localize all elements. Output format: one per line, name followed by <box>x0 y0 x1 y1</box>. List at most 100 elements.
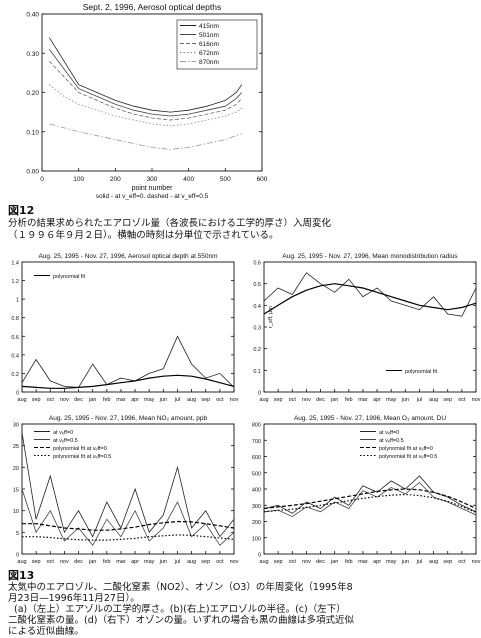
x-tick-label: sep <box>201 559 210 565</box>
x-tick-label: sep <box>274 559 283 565</box>
series-line-0 <box>48 37 243 113</box>
x-tick-label: jul <box>416 559 423 565</box>
x-tick-label: apr <box>373 397 381 403</box>
chart-aod-550: Aug. 25, 1995 - Nov. 27, 1996, Aerosol o… <box>11 253 238 403</box>
x-tick-label: 400 <box>183 176 194 183</box>
x-tick-label: dec <box>74 397 83 403</box>
y-tick-label: 0.6 <box>11 335 19 341</box>
y-tick-label: 0.30 <box>26 51 39 58</box>
x-tick-label: sep <box>32 397 41 403</box>
x-tick-label: aug <box>429 397 438 403</box>
y-tick-label: 0.00 <box>26 169 39 176</box>
y-tick-label: 400 <box>252 488 261 494</box>
x-tick-label: sep <box>201 397 210 403</box>
x-tick-label: mar <box>116 559 126 565</box>
y-tick-label: 700 <box>252 439 261 445</box>
legend-entry: 616nm <box>199 41 219 48</box>
y-tick-label: 1 <box>16 298 19 304</box>
y-tick-label: 5 <box>16 531 19 537</box>
y-tick-label: 30 <box>13 423 19 429</box>
chart-title: Aug. 25, 1995 - Nov. 27, 1996, Mean NO₂ … <box>49 415 208 422</box>
figure12-caption-line1: 分析の結果求められたエアロゾル量（各波長における工学的厚さ）入周変化 <box>8 218 332 229</box>
x-tick-label: may <box>386 397 397 403</box>
y-tick-label: 0.4 <box>253 304 261 310</box>
x-tick-label: dec <box>74 559 83 565</box>
x-tick-label: aug <box>259 397 268 403</box>
y-tick-label: 0 <box>16 391 19 397</box>
x-tick-label: 0 <box>40 176 44 183</box>
y-tick-label: 300 <box>252 504 261 510</box>
figure13-caption-line4: 二酸化窒素の量。(d)（右下）オゾンの量。いずれの場合も黒の曲線は多項式近似 <box>8 615 354 626</box>
y-tick-label: 0.3 <box>253 326 261 332</box>
x-tick-label: sep <box>32 559 41 565</box>
x-tick-label: jan <box>330 559 338 565</box>
series-line-3 <box>22 534 235 541</box>
figure13-caption-line5: による近似曲線。 <box>8 626 84 637</box>
y-tick-label: 0.10 <box>26 129 39 136</box>
x-tick-label: sep <box>443 397 452 403</box>
x-tick-label: jun <box>159 559 167 565</box>
series-line-0 <box>21 335 235 388</box>
x-tick-label: sep <box>443 559 452 565</box>
x-tick-label: sep <box>274 397 283 403</box>
x-tick-label: dec <box>316 397 325 403</box>
series-line-0 <box>263 475 477 514</box>
chart-title: Sept. 2, 1996, Aerosol optical depths <box>83 2 221 12</box>
y-tick-label: 0.2 <box>11 372 19 378</box>
x-tick-label: jul <box>174 559 181 565</box>
x-tick-label: nov <box>302 397 311 403</box>
legend-entry: 501nm <box>199 32 219 39</box>
series-line-3 <box>263 493 477 513</box>
legend-entry: polynomial fit <box>53 274 86 280</box>
y-tick-label: 100 <box>252 536 261 542</box>
legend-entry: polynomial fit <box>405 369 438 375</box>
legend-entry: 415nm <box>199 23 219 30</box>
x-tick-label: nov <box>60 397 69 403</box>
y-tick-label: 0 <box>258 553 261 559</box>
y-tick-label: 0.6 <box>253 261 261 267</box>
x-tick-label: nov <box>302 559 311 565</box>
x-tick-label: feb <box>345 397 353 403</box>
series-line-4 <box>49 123 242 150</box>
x-tick-label: jun <box>401 397 409 403</box>
y-tick-label: 15 <box>13 488 19 494</box>
x-tick-label: 100 <box>73 176 84 183</box>
series-line-0 <box>21 432 235 538</box>
y-tick-label: 25 <box>13 444 19 450</box>
x-tick-label: nov <box>230 559 239 565</box>
x-tick-label: mar <box>358 559 368 565</box>
y-axis-label: r_eff, μm <box>268 306 274 328</box>
chart-title: Aug. 25, 1995 - Nov. 27, 1996, Mean O₃ a… <box>294 415 446 422</box>
figure13-caption-line2: 月23日—1996年11月27日）。 <box>8 593 140 604</box>
x-tick-label: 500 <box>220 176 231 183</box>
x-tick-label: feb <box>345 559 353 565</box>
legend-entry: polynomial fit at vₑff=0 <box>379 446 433 452</box>
x-tick-label: may <box>144 559 155 565</box>
x-tick-label: feb <box>103 559 111 565</box>
series-line-2 <box>22 520 235 531</box>
y-tick-label: 0.5 <box>253 282 261 288</box>
legend-entry: polynomial fit at vₑff=0.5 <box>53 454 111 460</box>
y-tick-label: 0.1 <box>253 369 261 375</box>
x-tick-label: feb <box>103 397 111 403</box>
x-tick-label: oct <box>47 397 55 403</box>
x-tick-label: jul <box>174 397 181 403</box>
y-tick-label: 10 <box>13 509 19 515</box>
legend-entry: at vₑff=0 <box>53 430 73 436</box>
x-tick-label: aug <box>259 559 268 565</box>
x-tick-label: 600 <box>257 176 268 183</box>
x-tick-label: aug <box>187 397 196 403</box>
legend-entry: 870nm <box>199 59 219 66</box>
x-tick-label: oct <box>458 559 466 565</box>
series-line-2 <box>263 488 477 510</box>
x-tick-label: may <box>144 397 155 403</box>
y-tick-label: 0.2 <box>253 347 261 353</box>
y-tick-label: 0.40 <box>26 12 39 19</box>
x-tick-label: apr <box>131 397 139 403</box>
chart-radius: Aug. 25, 1995 - Nov. 27, 1996, Mean mono… <box>253 253 480 403</box>
series-line-2 <box>49 60 243 121</box>
y-tick-label: 0.20 <box>26 90 39 97</box>
x-tick-label: nov <box>472 559 481 565</box>
y-tick-label: 200 <box>252 520 261 526</box>
y-tick-label: 800 <box>252 423 261 429</box>
